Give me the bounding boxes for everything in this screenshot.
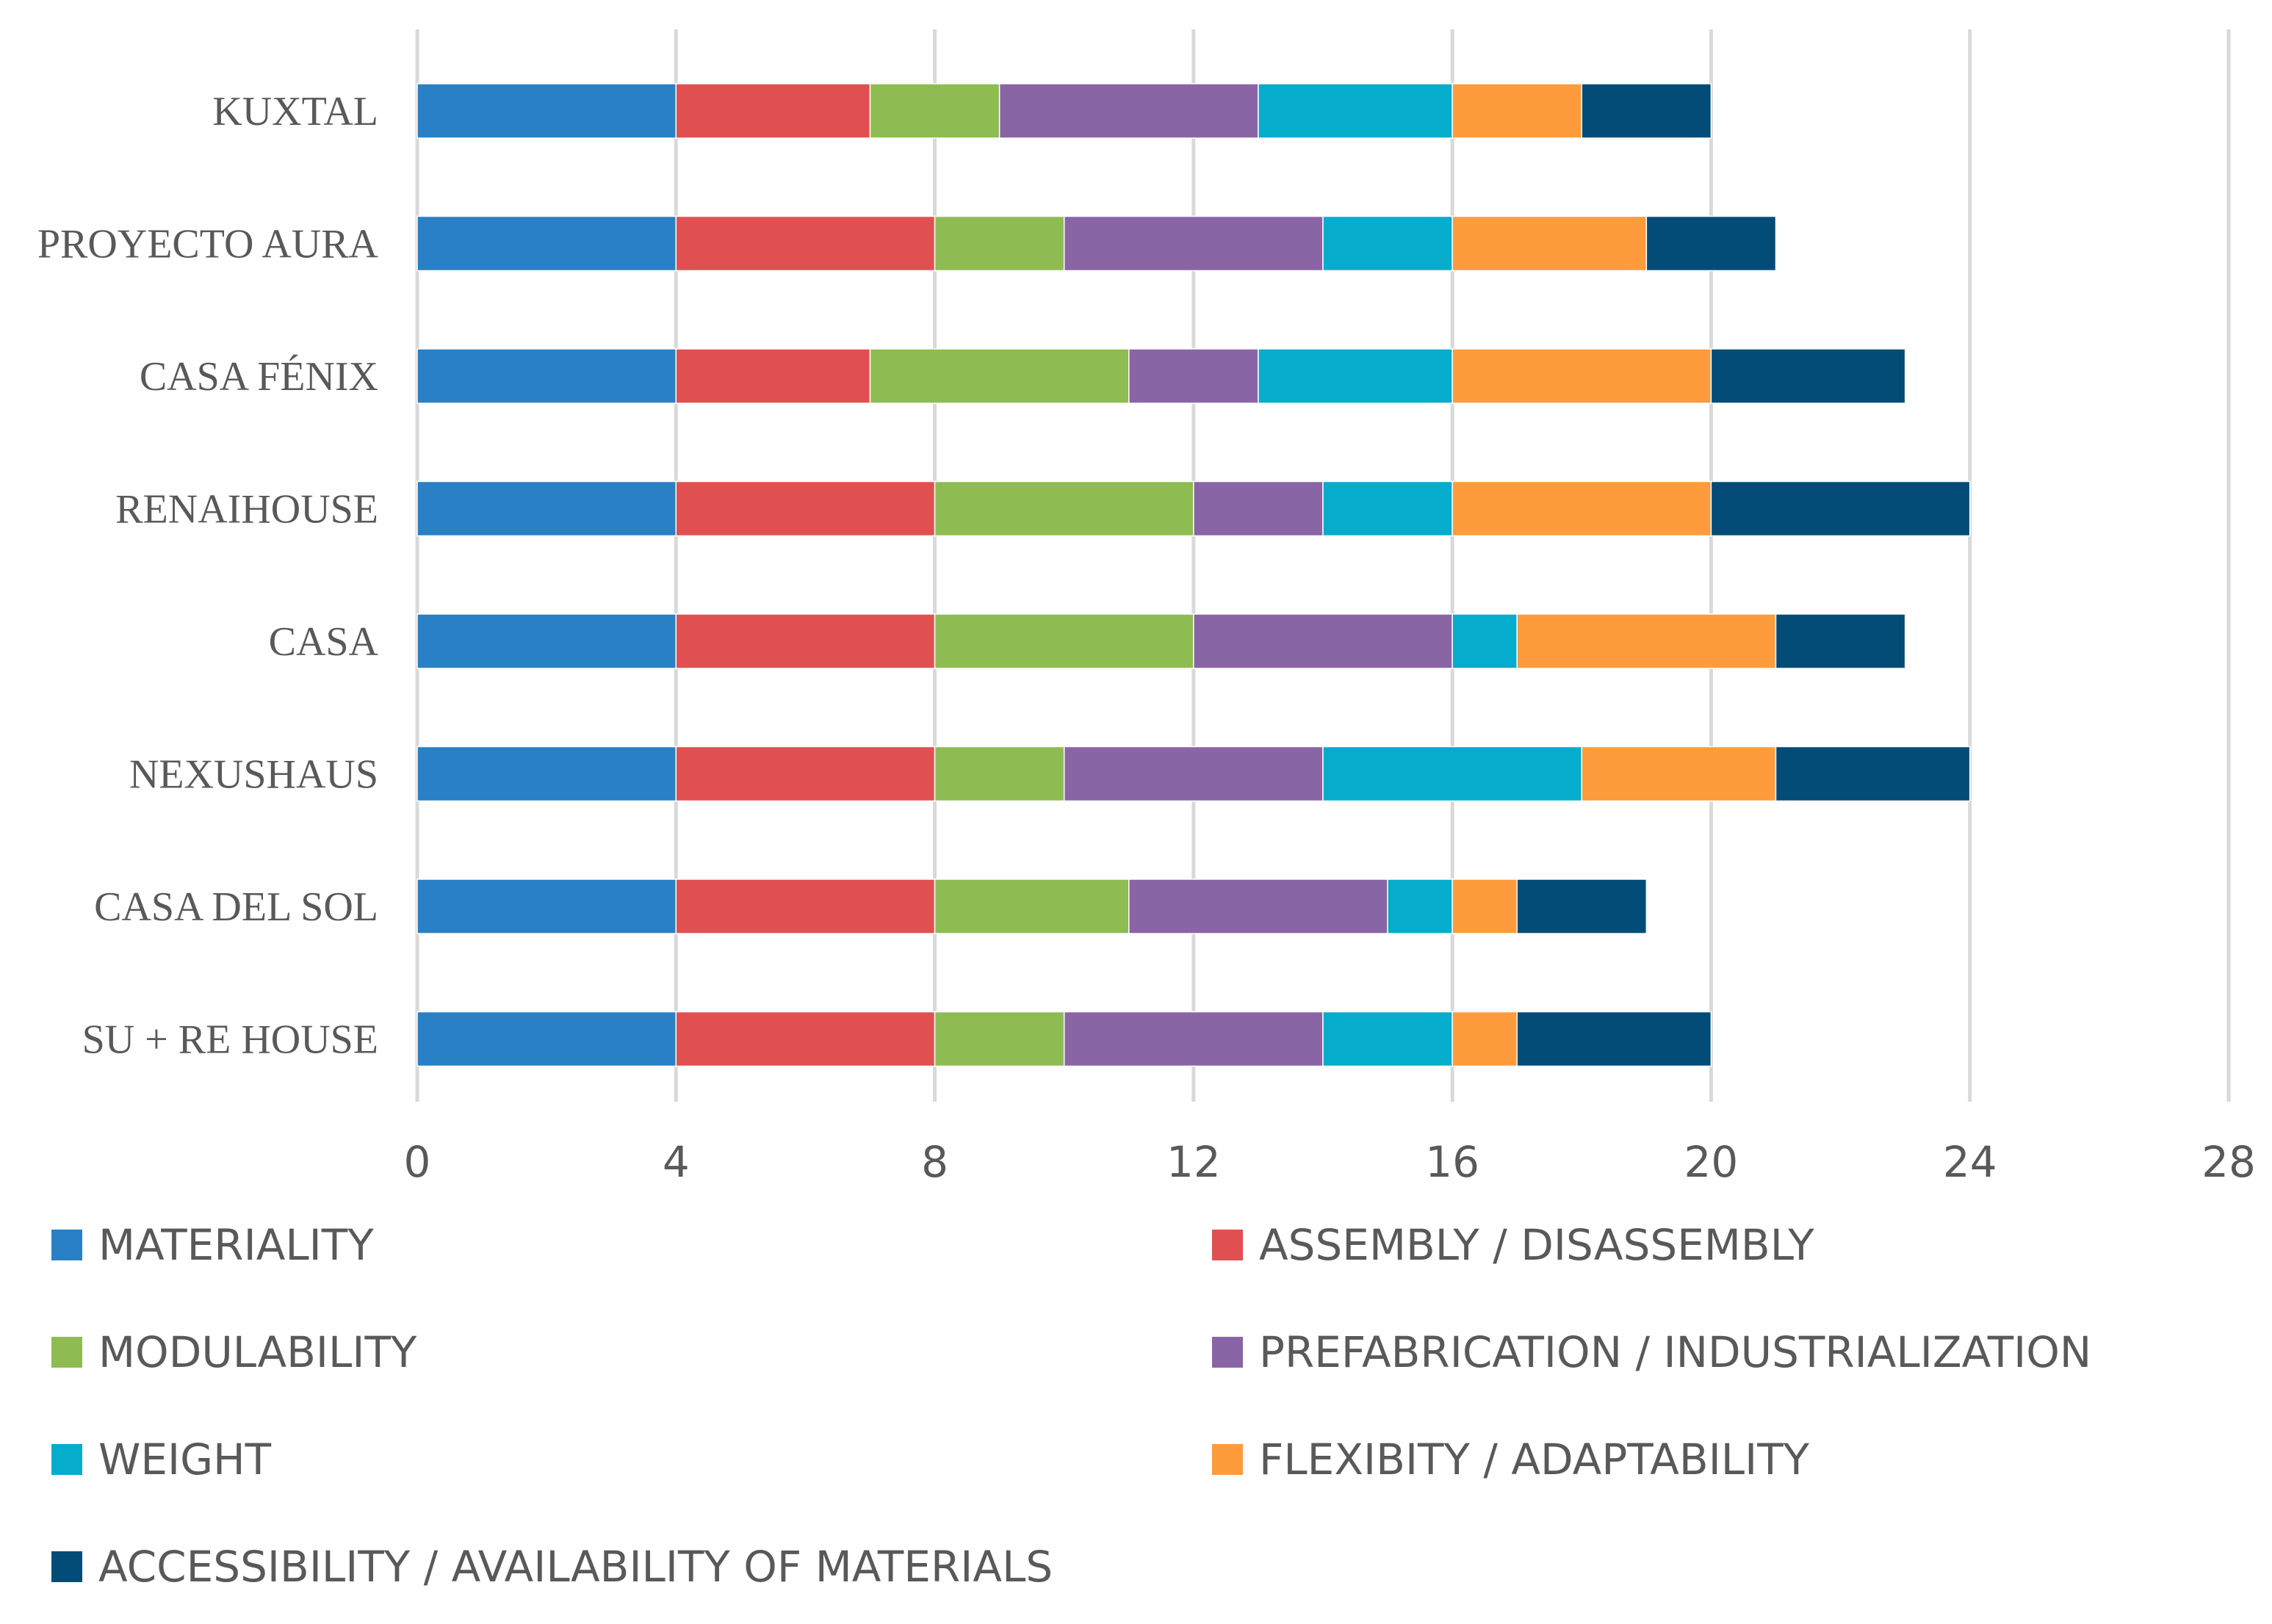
bar-segment (1775, 746, 1971, 802)
bar-segment (1775, 613, 1906, 669)
bar-segment (1451, 878, 1518, 934)
x-tick-label: 20 (1684, 1137, 1739, 1187)
x-tick-label: 4 (663, 1137, 690, 1187)
bar-segment (1063, 1011, 1324, 1067)
legend-label: ASSEMBLY / DISASSEMBLY (1259, 1220, 1814, 1270)
legend-item: ASSEMBLY / DISASSEMBLY (1212, 1220, 2226, 1270)
bar-segment (1451, 613, 1518, 669)
bar-segment (1581, 83, 1712, 139)
bar-segment (675, 878, 936, 934)
bar-segment (1710, 480, 1971, 537)
legend-item: WEIGHT (51, 1434, 1212, 1484)
category-label: CASA FÉNIX (140, 354, 378, 400)
x-tick-label: 16 (1425, 1137, 1479, 1187)
gridlines (415, 29, 2231, 1102)
category-label: SU + RE HOUSE (82, 1017, 378, 1063)
bar-segment (1193, 480, 1324, 537)
bar-segment (1063, 215, 1324, 272)
bar-segment (1710, 348, 1906, 404)
bar-segment (416, 83, 677, 139)
category-label: NEXUSHAUS (129, 752, 378, 798)
bar-segment (1516, 613, 1777, 669)
bar-segment (416, 348, 677, 404)
legend-label: MODULABILITY (98, 1327, 417, 1377)
bar-segment (675, 613, 936, 669)
bar-segment (934, 1011, 1065, 1067)
bar-segment (675, 1011, 936, 1067)
bar-segment (1516, 1011, 1712, 1067)
category-label: KUXTAL (212, 89, 378, 134)
x-tick-label: 0 (404, 1137, 431, 1187)
bar-segment (675, 746, 936, 802)
bar-segment (675, 215, 936, 272)
legend-item: ACCESSIBILITY / AVAILABILITY OF MATERIAL… (51, 1542, 1212, 1592)
bar-segment (1645, 215, 1777, 272)
bar-segment (416, 215, 677, 272)
legend-item: PREFABRICATION / INDUSTRIALIZATION (1212, 1327, 2226, 1377)
bar-segment (1387, 878, 1453, 934)
bar-segment (1451, 83, 1583, 139)
bar-segment (675, 83, 871, 139)
legend-label: PREFABRICATION / INDUSTRIALIZATION (1259, 1327, 2092, 1377)
legend-label: FLEXIBITY / ADAPTABILITY (1259, 1434, 1810, 1484)
bar-segment (869, 83, 1000, 139)
bar-segment (675, 348, 871, 404)
legend-swatch (51, 1337, 82, 1368)
bars (416, 83, 1971, 1067)
bar-segment (1063, 746, 1324, 802)
bar-segment (1516, 878, 1648, 934)
bar-segment (869, 348, 1130, 404)
bar-segment (1451, 348, 1712, 404)
category-label: RENAIHOUSE (115, 487, 378, 533)
legend-item: MATERIALITY (51, 1220, 1212, 1270)
x-tick-label: 24 (1943, 1137, 1997, 1187)
bar-segment (934, 215, 1065, 272)
bar-segment (1193, 613, 1453, 669)
bar-segment (1258, 83, 1453, 139)
legend-item: MODULABILITY (51, 1327, 1212, 1377)
legend-swatch (1212, 1230, 1243, 1260)
bar-segment (934, 878, 1130, 934)
legend-swatch (51, 1551, 82, 1582)
legend-label: ACCESSIBILITY / AVAILABILITY OF MATERIAL… (98, 1542, 1053, 1592)
bar-segment (1258, 348, 1453, 404)
bar-segment (416, 613, 677, 669)
bar-segment (416, 1011, 677, 1067)
bar-segment (1581, 746, 1777, 802)
legend-label: WEIGHT (98, 1434, 272, 1484)
bar-segment (1322, 480, 1453, 537)
x-tick-label: 12 (1166, 1137, 1221, 1187)
legend-swatch (1212, 1337, 1243, 1368)
category-label: PROYECTO AURA (37, 222, 379, 267)
bar-segment (1451, 1011, 1518, 1067)
bar-segment (934, 746, 1065, 802)
legend: MATERIALITY ASSEMBLY / DISASSEMBLY MODULAB… (51, 1220, 2226, 1592)
legend-swatch (1212, 1444, 1243, 1475)
bar-segment (1451, 480, 1712, 537)
legend-item: FLEXIBITY / ADAPTABILITY (1212, 1434, 2226, 1484)
bar-segment (1322, 215, 1453, 272)
bar-segment (1322, 1011, 1453, 1067)
bar-segment (1322, 746, 1583, 802)
bar-segment (416, 746, 677, 802)
category-label: CASA DEL SOL (94, 884, 378, 930)
x-axis-tick-labels: 0 4 8 12 16 20 24 28 (404, 1137, 2256, 1187)
x-tick-label: 28 (2201, 1137, 2256, 1187)
bar-segment (1128, 878, 1388, 934)
bar-segment (416, 480, 677, 537)
legend-swatch (51, 1230, 82, 1260)
bar-segment (1128, 348, 1259, 404)
legend-label: MATERIALITY (98, 1220, 374, 1270)
bar-segment (675, 480, 936, 537)
bar-segment (998, 83, 1259, 139)
category-labels: KUXTAL PROYECTO AURA CASA FÉNIX RENAIHOUSE C… (37, 89, 379, 1063)
category-label: CASA (269, 619, 379, 665)
bar-segment (416, 878, 677, 934)
bar-segment (1451, 215, 1648, 272)
x-tick-label: 8 (921, 1137, 948, 1187)
bar-segment (934, 480, 1194, 537)
legend-swatch (51, 1444, 82, 1475)
bar-segment (934, 613, 1194, 669)
